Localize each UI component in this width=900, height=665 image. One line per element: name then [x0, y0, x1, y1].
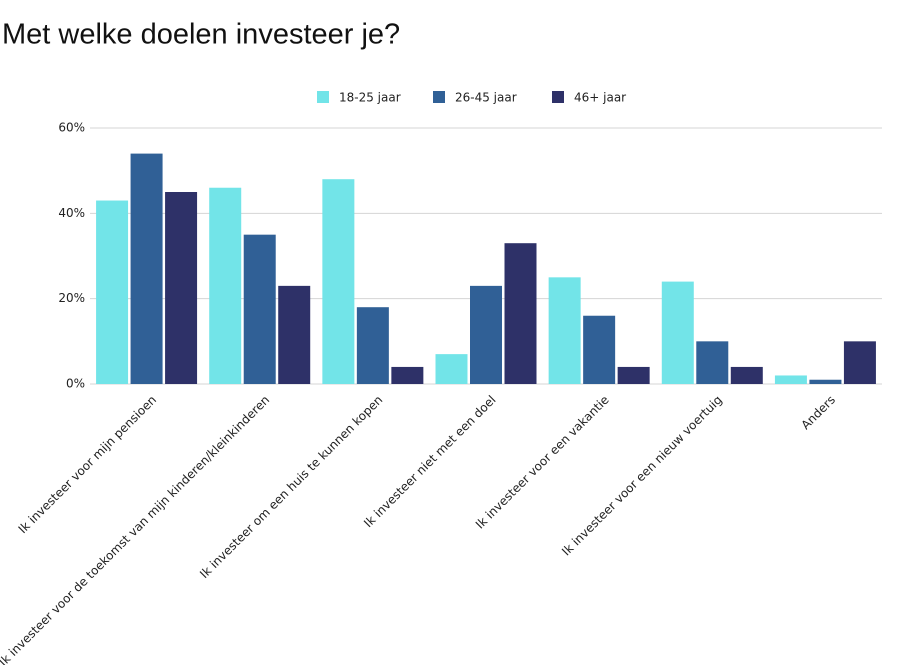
- bar: [774, 375, 807, 384]
- x-tick-label: Anders: [798, 393, 838, 433]
- bar: [548, 277, 581, 384]
- x-tick-label: Ik investeer niet met een doel: [361, 393, 499, 531]
- bar: [435, 354, 468, 384]
- bar: [504, 243, 537, 384]
- bar: [661, 281, 694, 384]
- legend-label: 46+ jaar: [574, 91, 626, 105]
- y-tick-label: 40%: [58, 206, 85, 220]
- y-tick-label: 0%: [66, 377, 85, 391]
- bar: [96, 200, 129, 384]
- legend-label: 18-25 jaar: [339, 91, 401, 105]
- bar: [356, 307, 389, 384]
- bar: [696, 341, 729, 384]
- bar: [843, 341, 876, 384]
- bar: [278, 285, 311, 384]
- x-tick-label: Ik investeer voor de toekomst van mijn k…: [0, 393, 272, 665]
- bar: [322, 179, 355, 384]
- bar: [243, 234, 276, 384]
- bar: [617, 366, 650, 384]
- x-tick-label: Ik investeer voor een vakantie: [473, 393, 612, 532]
- bar: [470, 285, 502, 384]
- bar: [130, 153, 163, 384]
- x-tick-label: Ik investeer om een huis te kunnen kopen: [197, 393, 385, 581]
- x-tick-label: Ik investeer voor mijn pensioen: [16, 393, 160, 537]
- legend-label: 26-45 jaar: [455, 91, 517, 105]
- bar: [391, 366, 424, 384]
- y-tick-label: 60%: [58, 121, 85, 135]
- legend-swatch: [433, 91, 445, 103]
- bar: [165, 192, 198, 384]
- bar: [209, 187, 242, 384]
- legend-swatch: [552, 91, 564, 103]
- chart-title: Met welke doelen investeer je?: [2, 19, 400, 51]
- y-tick-label: 20%: [58, 291, 85, 305]
- bar: [730, 366, 763, 384]
- legend-swatch: [317, 91, 329, 103]
- bar: [809, 379, 842, 384]
- bar: [583, 315, 616, 384]
